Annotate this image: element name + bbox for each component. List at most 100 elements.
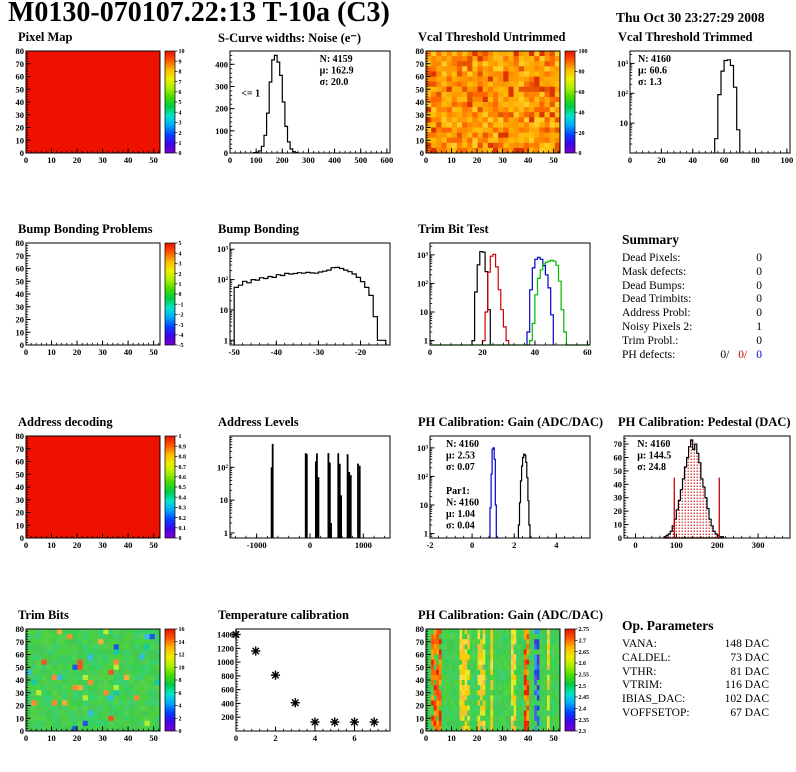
svg-text:20: 20 <box>16 123 25 133</box>
svg-text:100: 100 <box>250 155 263 165</box>
svg-text:10: 10 <box>447 733 456 743</box>
summary-value: 0 <box>756 307 762 320</box>
svg-text:10: 10 <box>620 118 629 128</box>
svg-text:6: 6 <box>352 733 356 743</box>
svg-text:2.55: 2.55 <box>579 673 590 679</box>
svg-text:10: 10 <box>416 135 425 145</box>
svg-text:0: 0 <box>24 733 28 743</box>
svg-text:40: 40 <box>416 675 425 685</box>
panel-trim-bit-test: Trim Bit Test 0 20 40 60 1 10 10² 10³ <box>400 222 599 362</box>
svg-text:10: 10 <box>179 665 185 671</box>
summary-rows: Dead Pixels: 0 Mask defects: 0 Dead Bumps: 0 D… <box>622 252 796 362</box>
svg-text:50: 50 <box>149 347 158 357</box>
svg-text:30: 30 <box>98 347 107 357</box>
summary-value: 0 <box>756 265 762 278</box>
panel-address-levels: Address Levels -1000 0 1000 1 10 10² <box>200 415 399 555</box>
svg-text:1000: 1000 <box>355 540 372 550</box>
panel-ph-pedestal: PH Calibration: Pedestal (DAC) 0 100 200 30… <box>600 415 796 555</box>
svg-text:40: 40 <box>579 110 585 116</box>
svg-text:2: 2 <box>179 716 182 722</box>
svg-text:0: 0 <box>228 155 232 165</box>
svg-text:1: 1 <box>424 336 428 346</box>
panel-pixel-map: Pixel Map 0 10 20 30 40 50 0 10 20 30 40 50 60 70 80 10… <box>0 30 199 170</box>
summary-value: 0 <box>756 279 762 292</box>
svg-text:2.75: 2.75 <box>579 627 590 633</box>
svg-text:10: 10 <box>420 307 429 317</box>
summary-row: Dead Bumps: 0 <box>622 280 762 294</box>
svg-text:30: 30 <box>16 302 25 312</box>
summary-label: Trim Probl.: <box>622 334 679 347</box>
svg-text:1: 1 <box>179 282 182 288</box>
svg-text:4: 4 <box>554 540 559 550</box>
svg-text:20: 20 <box>16 701 25 711</box>
svg-text:50: 50 <box>16 662 25 672</box>
svg-text:200: 200 <box>221 712 234 722</box>
svg-text:10: 10 <box>47 155 56 165</box>
svg-text:30: 30 <box>98 733 107 743</box>
svg-text:μ: 2.53: μ: 2.53 <box>446 451 475 462</box>
svg-text:σ: 0.04: σ: 0.04 <box>446 520 475 531</box>
summary-row: Address Probl: 0 <box>622 307 762 321</box>
svg-text:-2: -2 <box>179 313 184 319</box>
svg-text:50: 50 <box>149 540 158 550</box>
svg-text:50: 50 <box>16 84 25 94</box>
svg-text:10²: 10² <box>217 462 229 472</box>
svg-text:-3: -3 <box>179 323 184 329</box>
panel-scurve-noise: S-Curve widths: Noise (e⁻) 0 100 200 300 400… <box>200 30 399 170</box>
svg-text:50: 50 <box>416 84 425 94</box>
svg-text:400: 400 <box>215 59 228 69</box>
svg-text:80: 80 <box>16 431 25 441</box>
svg-text:30: 30 <box>16 110 25 120</box>
svg-text:0: 0 <box>179 536 182 542</box>
svg-text:400: 400 <box>221 698 234 708</box>
op-param-row: CALDEL: 73 DAC <box>622 652 769 666</box>
svg-text:μ: 60.6: μ: 60.6 <box>638 66 667 77</box>
chart-title: PH Calibration: Pedestal (DAC) <box>618 415 791 429</box>
svg-text:4: 4 <box>179 704 182 710</box>
panel-ph-gain-hist: PH Calibration: Gain (ADC/DAC) -2 0 2 4 1 10 1… <box>400 415 603 555</box>
svg-text:30: 30 <box>416 110 425 120</box>
summary-label: Address Probl: <box>622 307 691 320</box>
svg-text:-40: -40 <box>271 347 282 357</box>
svg-text:10: 10 <box>16 520 25 530</box>
svg-text:N: 4160: N: 4160 <box>638 54 671 65</box>
svg-text:80: 80 <box>16 46 25 56</box>
chart-title: Trim Bit Test <box>418 222 489 236</box>
svg-text:100: 100 <box>670 540 683 550</box>
summary-label: Mask defects: <box>622 265 687 278</box>
panel-address-decoding: Address decoding 0 10 20 30 40 50 0 10 20 30 40 50 6… <box>0 415 199 555</box>
svg-text:μ: 1.04: μ: 1.04 <box>446 509 475 520</box>
svg-text:10: 10 <box>179 49 185 55</box>
svg-text:<= 1: <= 1 <box>241 89 260 100</box>
svg-text:-20: -20 <box>355 347 366 357</box>
chart-title: Vcal Threshold Untrimmed <box>418 30 566 44</box>
svg-text:60: 60 <box>416 72 425 82</box>
svg-text:0: 0 <box>179 151 182 157</box>
svg-text:70: 70 <box>16 637 25 647</box>
svg-text:70: 70 <box>416 59 425 69</box>
svg-text:-1000: -1000 <box>247 540 267 550</box>
svg-text:0: 0 <box>618 533 622 543</box>
summary-label: Dead Pixels: <box>622 252 681 264</box>
svg-text:0: 0 <box>420 726 424 736</box>
svg-text:20: 20 <box>16 315 25 325</box>
svg-text:60: 60 <box>16 650 25 660</box>
op-param-label: VTRIM: <box>622 679 663 692</box>
svg-text:200: 200 <box>711 540 724 550</box>
panel-ph-gain-map: PH Calibration: Gain (ADC/DAC) 0 10 20 30 40… <box>400 608 604 748</box>
op-param-row: VANA: 148 DAC <box>622 638 769 652</box>
svg-text:70: 70 <box>16 444 25 454</box>
svg-text:1400: 1400 <box>217 630 234 640</box>
svg-text:10²: 10² <box>217 275 229 285</box>
svg-text:10: 10 <box>47 347 56 357</box>
svg-text:20: 20 <box>73 733 82 743</box>
svg-text:20: 20 <box>579 131 585 137</box>
svg-text:2.7: 2.7 <box>579 639 587 645</box>
svg-text:12: 12 <box>179 653 185 659</box>
svg-text:30: 30 <box>16 495 25 505</box>
svg-text:0: 0 <box>179 729 182 735</box>
svg-text:500: 500 <box>354 155 367 165</box>
svg-text:600: 600 <box>380 155 393 165</box>
